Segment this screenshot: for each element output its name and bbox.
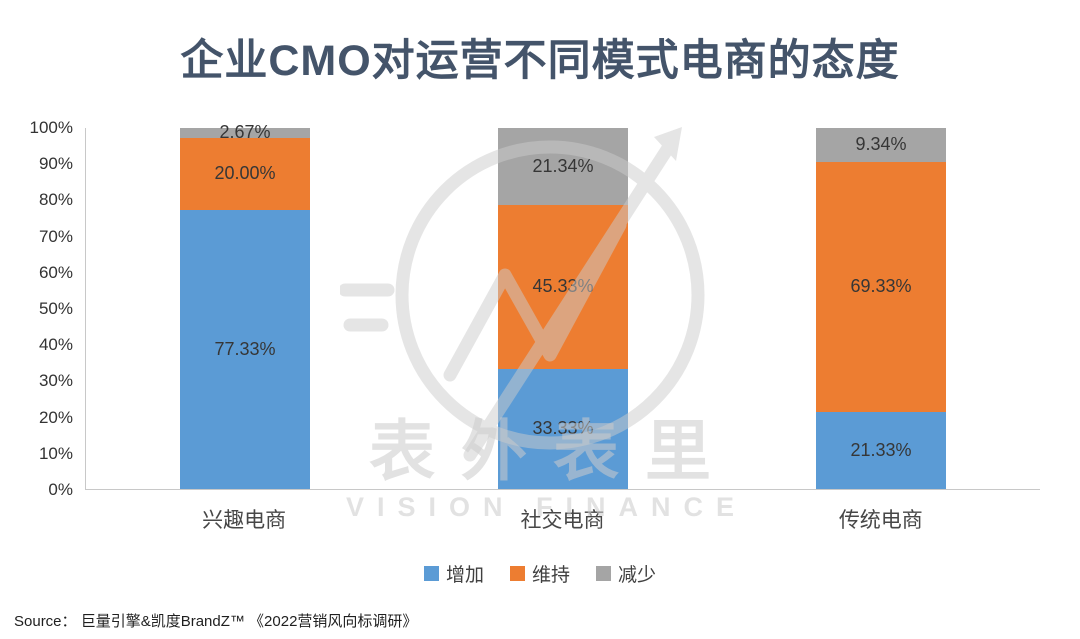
x-axis-labels: 兴趣电商 社交电商 传统电商 (85, 504, 1040, 534)
data-label: 77.33% (214, 338, 276, 359)
data-label: 20.00% (214, 163, 276, 184)
y-tick-label: 60% (38, 262, 73, 282)
bar-slot: 9.34% 69.33% 21.33% (722, 128, 1040, 489)
data-label: 21.33% (850, 439, 912, 460)
bar-segment-增加: 21.33% (815, 411, 947, 489)
y-tick-label: 50% (38, 299, 73, 318)
stacked-bar-社交电商: 21.34% 45.33% 33.33% (497, 128, 629, 489)
bar-segment-减少: 9.34% (815, 128, 947, 162)
data-label: 33.33% (532, 418, 594, 439)
legend-label: 增加 (445, 565, 484, 586)
bar-segment-减少: 2.67% (179, 122, 311, 142)
legend-item-增加: 增加 (423, 560, 484, 587)
legend: 增加 维持 减少 (0, 560, 1080, 587)
y-tick-label: 10% (38, 443, 73, 463)
source-text: Source： 巨量引擎&凯度BrandZ™ 《2022营销风向标调研》 (14, 613, 418, 630)
x-axis-label: 社交电商 (520, 509, 605, 532)
x-axis-label: 传统电商 (838, 509, 923, 532)
data-label: 2.67% (219, 122, 271, 143)
stacked-bar-兴趣电商: 2.67% 20.00% 77.33% (179, 122, 311, 489)
plot-area: 2.67% 20.00% 77.33% 21.34% 45.33% 33.33% 9.34%… (85, 122, 1040, 490)
y-tick-label: 20% (38, 407, 73, 427)
y-tick-label: 80% (38, 190, 73, 210)
legend-item-维持: 维持 (509, 560, 570, 587)
chart-title: 企业CMO对运营不同模式电商的态度 (180, 37, 900, 85)
y-tick-label: 90% (38, 154, 73, 174)
legend-label: 减少 (618, 565, 657, 586)
y-tick-label: 70% (38, 226, 73, 246)
data-label: 21.34% (532, 156, 594, 177)
bar-segment-增加: 33.33% (497, 368, 629, 489)
legend-item-减少: 减少 (596, 560, 656, 587)
stacked-bar-chart: 0% 10% 20% 30% 40% 50% 60% 70% 80% 90% 100% 2.67% 2… (12, 118, 1040, 499)
legend-swatch (423, 566, 439, 581)
y-tick-label: 40% (38, 335, 73, 355)
data-label: 9.34% (855, 134, 907, 155)
y-tick-label: 100% (29, 118, 73, 137)
y-tick-label: 0% (48, 480, 73, 499)
y-tick-label: 30% (38, 371, 73, 391)
bar-segment-减少: 21.34% (497, 128, 629, 206)
legend-label: 维持 (531, 565, 570, 586)
legend-swatch (596, 566, 611, 581)
bar-segment-维持: 45.33% (497, 205, 629, 369)
stacked-bar-传统电商: 9.34% 69.33% 21.33% (815, 128, 947, 489)
bar-slot: 2.67% 20.00% 77.33% (86, 122, 404, 489)
bar-segment-维持: 69.33% (815, 161, 947, 412)
bar-slot: 21.34% 45.33% 33.33% (404, 128, 722, 489)
y-axis: 0% 10% 20% 30% 40% 50% 60% 70% 80% 90% 100% (12, 118, 85, 499)
data-label: 45.33% (532, 276, 594, 297)
data-label: 69.33% (850, 276, 912, 297)
bar-segment-增加: 77.33% (179, 209, 311, 489)
legend-swatch (509, 566, 525, 581)
x-axis-label: 兴趣电商 (202, 509, 287, 532)
bar-segment-维持: 20.00% (179, 137, 311, 210)
